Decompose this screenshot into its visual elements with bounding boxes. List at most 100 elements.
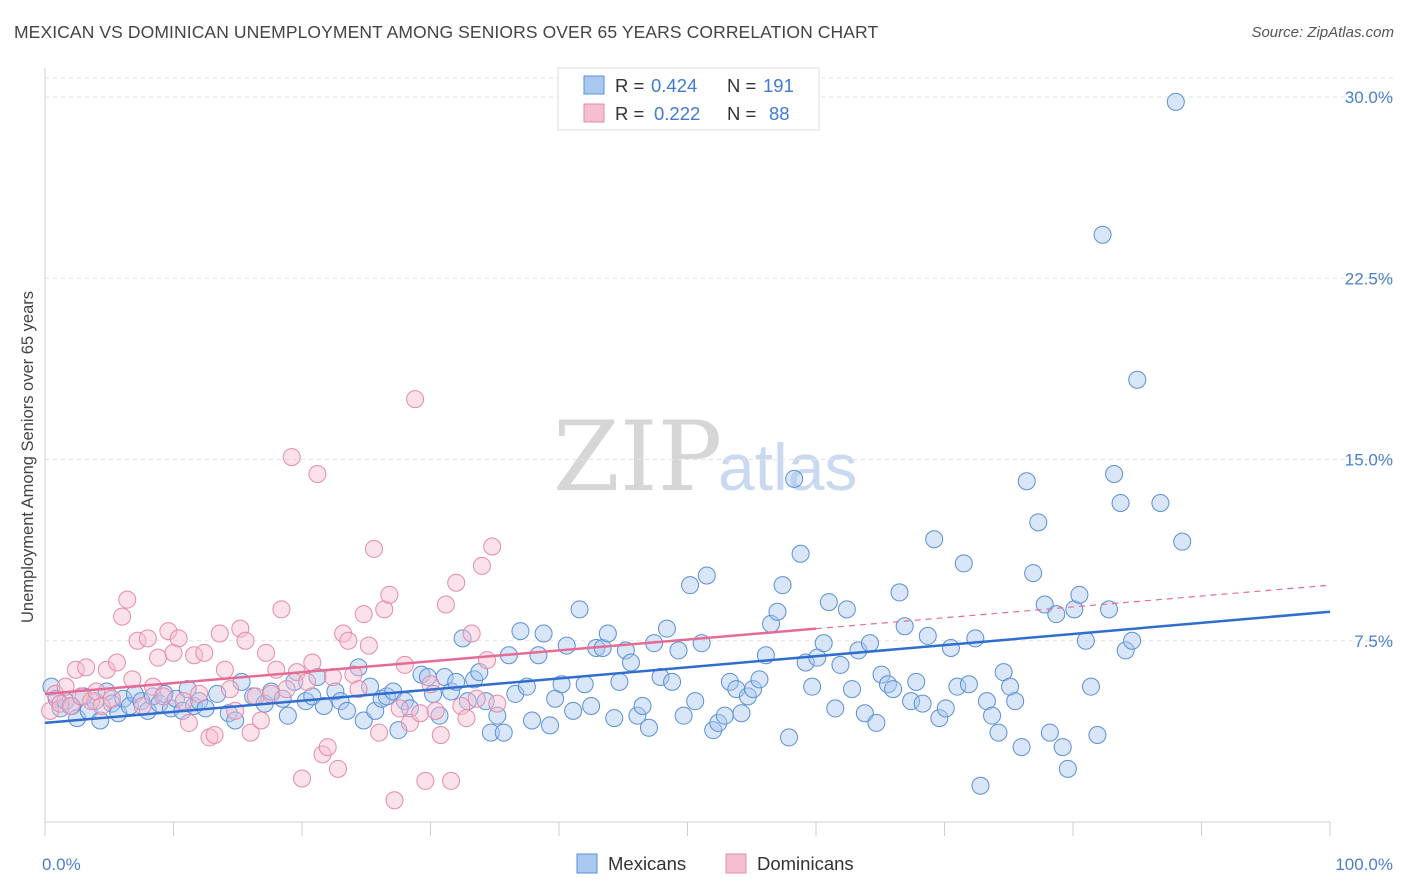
dominicans-trend-line	[44, 627, 817, 696]
mexicans-point	[941, 639, 960, 657]
mexicans-point	[610, 672, 629, 691]
dominicans-point	[380, 585, 399, 604]
legend-r-label-1: R =	[615, 75, 644, 96]
y-tick-label-1: 15.0%	[1345, 451, 1393, 470]
dominicans-point	[107, 653, 126, 672]
legend-r-value-1: 0.424	[651, 75, 697, 96]
mexicans-point	[768, 602, 787, 621]
legend-swatch-dominicans	[583, 103, 605, 123]
mexicans-point	[1128, 370, 1147, 389]
mexicans-point	[842, 680, 861, 699]
dominicans-point	[241, 723, 260, 742]
dominicans-point	[467, 689, 486, 708]
y-axis-title: Unemployment Among Seniors over 65 years	[19, 291, 37, 623]
series-legend: Mexicans Dominicans	[576, 853, 854, 874]
legend-n-value-1: 191	[763, 75, 794, 96]
dominicans-point	[102, 689, 121, 708]
legend-swatch-mexicans	[583, 75, 605, 95]
mexicans-point	[1006, 692, 1025, 711]
dominicans-point	[483, 537, 502, 556]
mexicans-point	[902, 692, 921, 711]
mexicans-point	[278, 706, 297, 725]
dominicans-point	[272, 600, 291, 619]
trend-lines	[44, 584, 1331, 725]
mexicans-point	[605, 709, 624, 728]
mexicans-point	[1029, 513, 1048, 532]
mexicans-point	[400, 699, 419, 718]
mexicans-point	[557, 636, 576, 655]
dominicans-point	[298, 672, 317, 691]
legend-n-value-2: 88	[769, 103, 790, 124]
mexicans-point	[837, 600, 856, 619]
mexicans-point	[1123, 631, 1142, 650]
dominicans-point	[221, 680, 240, 699]
dominicans-point	[488, 694, 507, 713]
dominicans-point	[442, 771, 461, 790]
dominicans-point	[364, 539, 383, 558]
dominicans-point	[246, 687, 265, 706]
dominicans-point	[231, 619, 250, 638]
legend-r-label-2: R =	[615, 103, 644, 124]
mexicans-point	[791, 544, 810, 563]
mexicans-point	[1099, 600, 1118, 619]
watermark-atlas: atlas	[718, 430, 857, 504]
mexicans-point	[523, 711, 542, 730]
dominicans-point	[97, 660, 116, 679]
dominicans-point	[308, 465, 327, 483]
mexicans-point	[1088, 726, 1107, 744]
bottom-legend-mexicans: Mexicans	[608, 853, 686, 874]
dominicans-point	[41, 701, 60, 720]
mexicans-point	[1070, 585, 1089, 604]
mexicans-point	[855, 704, 874, 723]
mexicans-point	[913, 694, 932, 713]
mexicans-point	[511, 622, 530, 641]
mexicans-point	[1111, 494, 1130, 512]
dominicans-point	[328, 759, 347, 778]
mexicans-point	[971, 776, 990, 795]
dominicans-point	[436, 595, 455, 614]
mexicans-point	[780, 728, 799, 747]
dominicans-point	[416, 771, 435, 790]
mexicans-point	[1076, 631, 1095, 650]
y-tick-labels: 7.5% 15.0% 22.5% 30.0%	[1345, 88, 1393, 651]
dominicans-point	[359, 636, 378, 655]
mexicans-point	[930, 709, 949, 728]
dominicans-point	[149, 648, 168, 667]
y-tick-label-3: 30.0%	[1345, 88, 1393, 107]
dominicans-point	[159, 622, 178, 641]
legend-r-value-2: 0.222	[654, 103, 700, 124]
dominicans-points	[41, 390, 507, 810]
mexicans-point	[750, 670, 769, 689]
mexicans-point	[925, 530, 944, 549]
mexicans-point	[907, 672, 926, 691]
y-tick-label-0: 7.5%	[1354, 632, 1393, 651]
dominicans-point	[154, 687, 173, 706]
mexicans-trend-line	[44, 610, 1331, 725]
dominicans-point	[385, 791, 404, 810]
dominicans-point	[447, 573, 466, 592]
mexicans-point	[314, 697, 333, 715]
mexicans-point	[91, 711, 110, 730]
mexicans-point	[564, 701, 583, 720]
mexicans-point	[481, 723, 500, 742]
mexicans-point	[948, 677, 967, 696]
dominicans-point	[282, 448, 301, 467]
mexicans-point	[715, 706, 734, 725]
dominicans-point	[339, 631, 358, 650]
mexicans-point	[732, 704, 751, 723]
mexicans-point	[178, 680, 197, 699]
dominicans-point	[452, 697, 471, 715]
mexicans-point	[860, 634, 879, 653]
mexicans-point	[529, 646, 548, 665]
mexicans-point	[697, 566, 716, 585]
mexicans-point	[541, 716, 560, 735]
dominicans-point	[293, 769, 311, 788]
mexicans-point	[872, 665, 891, 684]
dominicans-point	[390, 699, 409, 718]
dominicans-point	[138, 629, 157, 648]
mexicans-point	[575, 675, 594, 694]
mexicans-point	[1024, 564, 1043, 583]
bottom-legend-swatch-dominicans	[725, 853, 747, 874]
chart-title: MEXICAN VS DOMINICAN UNEMPLOYMENT AMONG …	[14, 22, 879, 42]
mexicans-point	[1058, 759, 1077, 778]
